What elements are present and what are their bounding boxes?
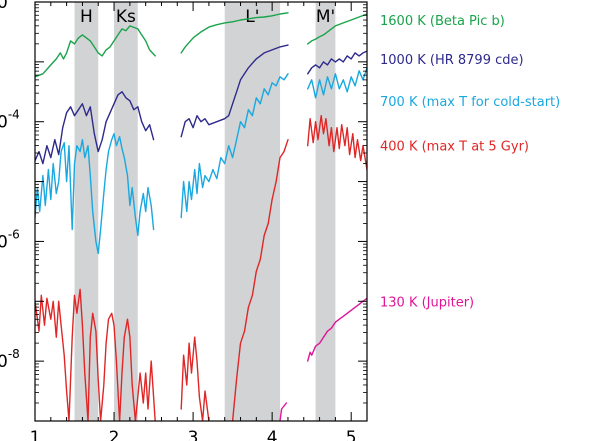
series-line-1000-k-hr-8799-cde-0: [35, 91, 155, 165]
y-tick-exponent: -8: [8, 347, 20, 361]
band-h: [74, 2, 99, 421]
series-layer: [35, 12, 367, 421]
band-label-l: L': [245, 7, 259, 27]
series-400-k-max-t-at-5-gyr: [35, 115, 367, 421]
band-label-m: M': [316, 7, 335, 27]
x-tick-label-2: 2: [109, 428, 120, 441]
series-line-1600-k-beta-pic-b-1: [180, 12, 289, 54]
series-130-k-jupiter: [279, 297, 367, 421]
series-700-k-max-t-for-cold-start: [35, 67, 367, 255]
x-tick-label-3: 3: [188, 428, 199, 441]
series-1000-k-hr-8799-cde: [35, 44, 367, 165]
y-tick-label--8: 0-8: [0, 347, 20, 372]
series-line-400-k-max-t-at-5-gyr-3: [307, 115, 367, 171]
series-line-400-k-max-t-at-5-gyr-0: [35, 288, 156, 421]
plot-frame: [34, 1, 368, 422]
legend-1000-k-hr-8799-cde: 1000 K (HR 8799 cde): [380, 53, 524, 68]
series-line-700-k-max-t-for-cold-start-0: [35, 133, 155, 255]
series-line-1600-k-beta-pic-b-0: [35, 25, 156, 78]
legend-130-k-jupiter: 130 K (Jupiter): [380, 295, 474, 310]
y-tick-exponent: -4: [8, 108, 20, 122]
band-label-ks: Ks: [116, 7, 136, 27]
legend-1600-k-beta-pic-b: 1600 K (Beta Pic b): [380, 14, 505, 29]
x-tick-label-1: 1: [30, 428, 41, 441]
band-l: [224, 2, 281, 421]
series-line-1000-k-hr-8799-cde-1: [180, 44, 289, 138]
y-tick-exponent: -2: [8, 0, 20, 2]
y-tick-label--6: 0-6: [0, 227, 20, 252]
band-layer: H Ks L' M': [74, 2, 336, 421]
x-tick-label-4: 4: [267, 428, 278, 441]
series-line-1000-k-hr-8799-cde-2: [307, 50, 367, 75]
y-tick-exponent: -6: [8, 227, 20, 241]
series-line-130-k-jupiter-0: [279, 402, 288, 421]
band-label-h: H: [80, 7, 93, 27]
series-line-700-k-max-t-for-cold-start-1: [180, 73, 289, 219]
x-tick-label-5: 5: [346, 428, 357, 441]
series-line-130-k-jupiter-1: [307, 297, 367, 362]
band-m: [315, 2, 336, 421]
legend: 1600 K (Beta Pic b) 1000 K (HR 8799 cde) 7…: [380, 14, 560, 310]
y-tick-label--2: 0-2: [0, 0, 20, 13]
y-tick-label--4: 0-4: [0, 108, 20, 133]
axis-ticks: 1 2 3 4 5 0-2 0-4 0-6 0-8: [0, 0, 368, 441]
series-line-400-k-max-t-at-5-gyr-2: [231, 139, 289, 421]
legend-700-k-max-t-for-cold-start: 700 K (max T for cold-start): [380, 95, 560, 110]
series-line-700-k-max-t-for-cold-start-2: [307, 67, 367, 99]
series-line-1600-k-beta-pic-b-2: [307, 13, 367, 45]
legend-400-k-max-t-at-5-gyr: 400 K (max T at 5 Gyr): [380, 140, 529, 155]
series-1600-k-beta-pic-b: [35, 12, 367, 78]
series-line-400-k-max-t-at-5-gyr-1: [180, 336, 210, 421]
